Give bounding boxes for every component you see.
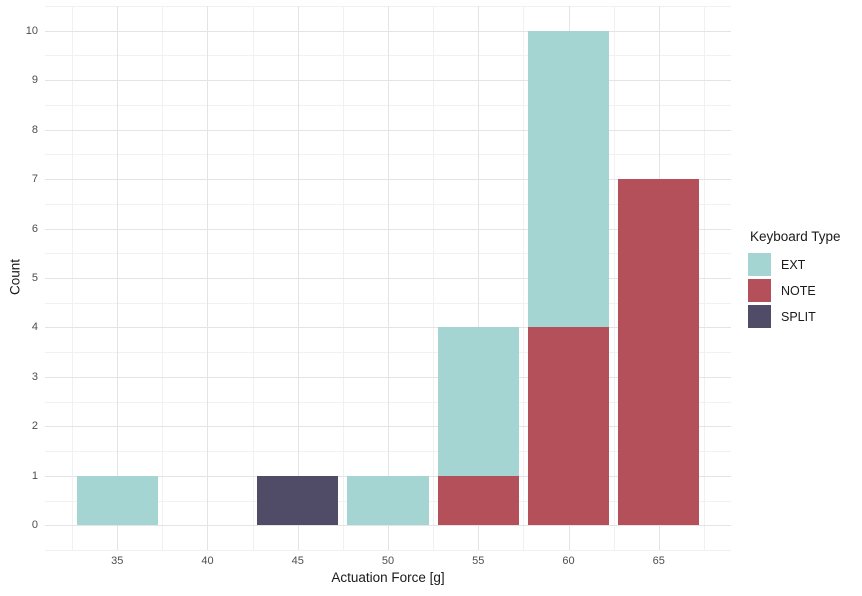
- y-tick-label-0: 0: [31, 519, 38, 532]
- gridline-x-major: [117, 6, 119, 550]
- y-tick-label-10: 10: [25, 24, 38, 37]
- legend-item-ext: EXT: [748, 253, 841, 276]
- bar-segment-note-x65: [618, 179, 700, 526]
- bar-segment-ext-x35: [76, 475, 158, 526]
- x-tick-label-60: 60: [562, 555, 575, 567]
- y-tick-label-3: 3: [31, 370, 38, 383]
- gridline-x-major: [478, 6, 480, 550]
- y-tick-label-8: 8: [31, 123, 38, 136]
- x-axis-title: Actuation Force [g]: [331, 570, 445, 585]
- y-tick-label-4: 4: [31, 321, 38, 334]
- x-tick-label-40: 40: [201, 555, 214, 567]
- gridline-x-major: [388, 6, 389, 550]
- x-tick-label-55: 55: [472, 555, 485, 567]
- bar-segment-note-x55: [437, 475, 519, 526]
- x-tick-label-35: 35: [111, 555, 124, 567]
- bar-segment-ext-x55: [437, 327, 519, 476]
- legend: Keyboard Type EXT NOTE SPLIT: [748, 229, 841, 331]
- gridline-x-major: [207, 6, 209, 550]
- legend-item-note: NOTE: [748, 279, 841, 302]
- legend-swatch-note: [748, 279, 771, 302]
- bar-segment-ext-x60: [527, 30, 610, 328]
- legend-swatch-split: [748, 305, 771, 328]
- bar-segment-split-x45: [257, 475, 339, 526]
- y-tick-label-2: 2: [31, 420, 38, 433]
- legend-label-split: SPLIT: [781, 309, 816, 324]
- legend-label-note: NOTE: [781, 283, 816, 298]
- y-tick-label-7: 7: [31, 173, 38, 186]
- legend-label-ext: EXT: [781, 257, 806, 272]
- legend-items: EXT NOTE SPLIT: [748, 253, 841, 328]
- bar-segment-note-x60: [527, 327, 610, 526]
- x-tick-label-50: 50: [381, 555, 395, 567]
- x-tick-label-45: 45: [291, 555, 304, 567]
- y-tick-label-9: 9: [31, 74, 38, 87]
- y-tick-label-1: 1: [31, 469, 38, 482]
- y-tick-label-6: 6: [31, 222, 38, 235]
- gridline-y-minor: [45, 550, 731, 551]
- x-tick-label-65: 65: [652, 555, 665, 567]
- legend-swatch-ext: [748, 253, 771, 276]
- legend-title: Keyboard Type: [750, 229, 841, 244]
- gridline-x-major: [297, 6, 299, 550]
- plot-panel: [45, 6, 731, 551]
- bar-segment-ext-x50: [347, 475, 429, 526]
- y-tick-label-5: 5: [31, 272, 38, 284]
- legend-item-split: SPLIT: [748, 305, 841, 328]
